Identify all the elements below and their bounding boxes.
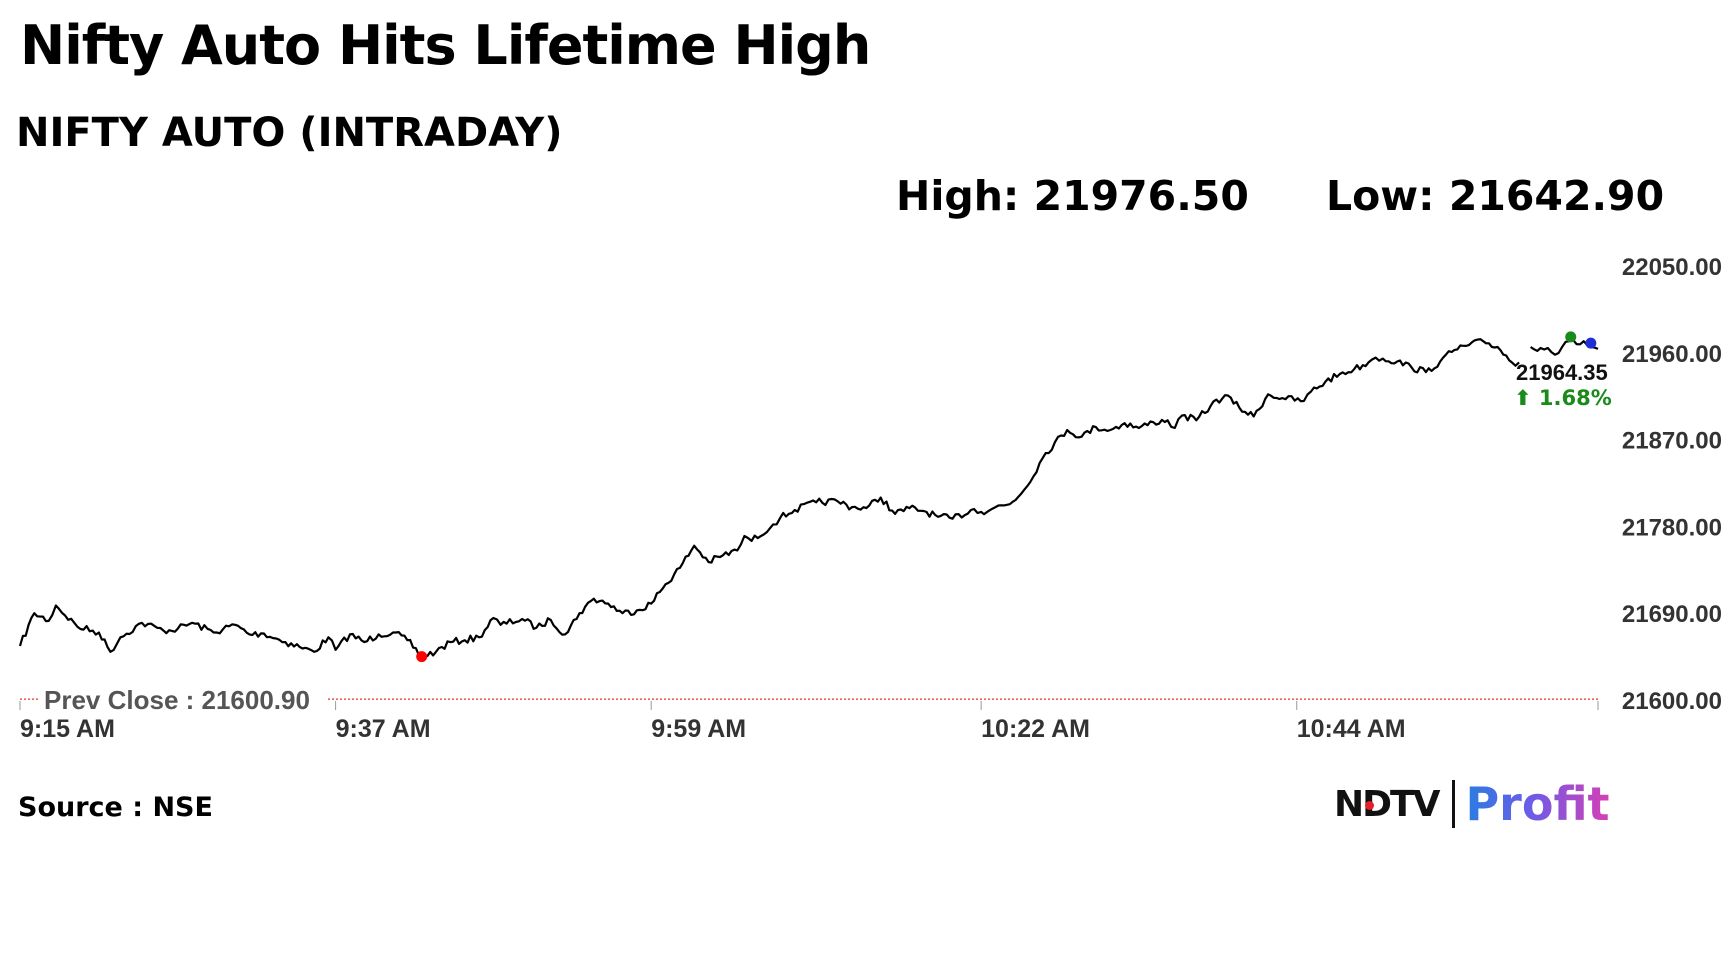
- prev-close-label: Prev Close : 21600.90: [44, 685, 310, 715]
- x-tick-label: 9:15 AM: [20, 715, 115, 743]
- y-tick-label: 22050.00: [1622, 254, 1722, 281]
- y-tick-label: 21780.00: [1622, 514, 1722, 541]
- day-low-marker: [416, 651, 428, 663]
- prev-close-label-bg: [38, 685, 328, 714]
- logo-red-dot: [1365, 801, 1374, 810]
- day-high-marker: [1565, 331, 1577, 343]
- logo-ndtv-text: NDTV: [1334, 783, 1440, 825]
- change-percent-label: ⬆ 1.68%: [1514, 386, 1612, 410]
- ndtv-profit-logo: NDTV Profit: [1334, 776, 1610, 832]
- logo-profit-text: Profit: [1465, 777, 1610, 831]
- y-tick-label: 21960.00: [1622, 341, 1722, 368]
- y-tick-label: 21870.00: [1622, 428, 1722, 455]
- logo-divider: [1452, 780, 1456, 828]
- last-value-label: 21964.35: [1516, 360, 1608, 385]
- day-low-label: Low: 21642.90: [1326, 172, 1665, 220]
- price-series: [18, 338, 1599, 658]
- day-high-label: High: 21976.50: [896, 172, 1249, 220]
- chart-headline: Nifty Auto Hits Lifetime High: [20, 14, 871, 77]
- y-axis: 22050.00 21960.00 21870.00 21780.00 21690.00…: [1622, 254, 1722, 715]
- y-tick-label: 21690.00: [1622, 601, 1722, 628]
- y-tick-label: 21600.00: [1622, 688, 1722, 715]
- last-price-marker: [1585, 337, 1597, 349]
- x-axis: 9:15 AM 9:37 AM 9:59 AM 10:22 AM 10:44 AM: [19, 701, 1599, 743]
- intraday-line-chart: 22050.00 21960.00 21870.00 21780.00 21690.00…: [18, 254, 1722, 743]
- x-tick-label: 9:37 AM: [336, 715, 431, 743]
- source-label: Source : NSE: [18, 792, 213, 823]
- markers: [416, 331, 1597, 663]
- x-tick-label: 10:44 AM: [1297, 715, 1406, 743]
- x-tick-label: 9:59 AM: [651, 715, 746, 743]
- x-tick-label: 10:22 AM: [981, 715, 1090, 743]
- price-line-segment-1: [18, 338, 1520, 658]
- chart-subtitle: NIFTY AUTO (INTRADAY): [16, 110, 563, 156]
